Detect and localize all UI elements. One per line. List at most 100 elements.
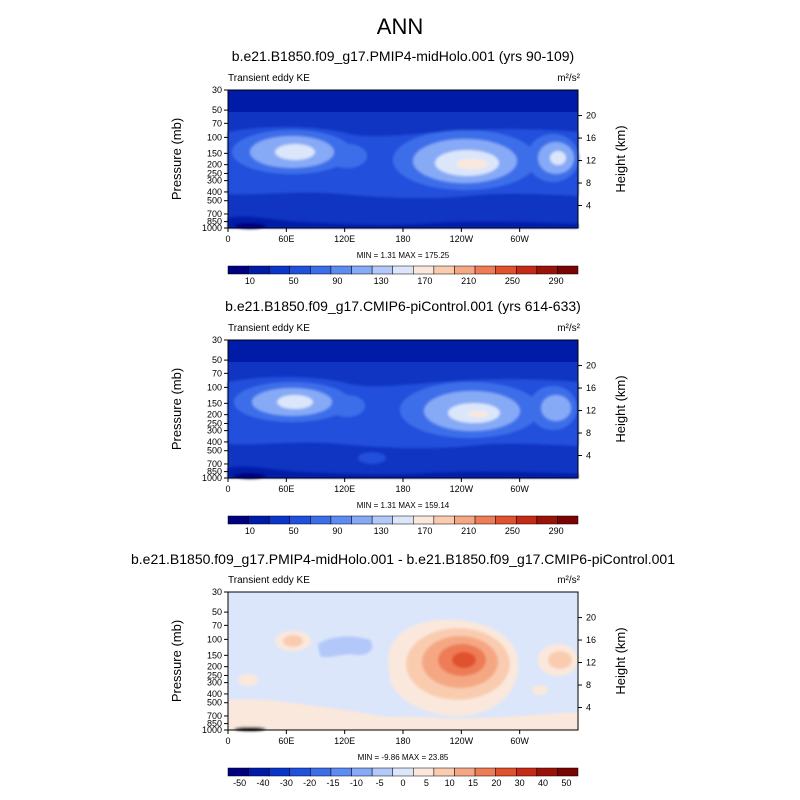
colorbar-label: 10 [445,778,455,788]
x-tick-label: 120E [334,234,355,244]
colorbar-box [474,767,496,777]
y-tick-label: 200 [207,662,222,672]
panel-3-title: b.e21.B1850.f09_g17.PMIP4-midHolo.001 - … [131,551,675,567]
y-right-tick-label: 8 [586,680,591,690]
panel-1-variable-label: Transient eddy KE [228,73,310,84]
colorbar-box [557,515,579,525]
y-tick-label: 850 [207,467,222,477]
y-tick-label: 200 [207,410,222,420]
colorbar-box [227,767,249,777]
y-tick-label: 200 [207,160,222,170]
y-tick-label: 850 [207,719,222,729]
colorbar-box [330,515,352,525]
panel-2-variable-label: Transient eddy KE [228,323,310,334]
y-tick-label: 500 [207,196,222,206]
y-right-tick-label: 12 [586,406,596,416]
colorbar-box [371,265,393,275]
panel-2-field [228,340,578,479]
colorbar-label: 170 [417,276,432,286]
colorbar-label: 15 [468,778,478,788]
colorbar-label: 10 [245,526,255,536]
colorbar-label: 170 [417,526,432,536]
x-tick-label: 0 [225,484,230,494]
panel-3-field [228,592,578,731]
colorbar-box [248,265,270,275]
y-right-tick-label: 20 [586,613,596,623]
y-tick-label: 30 [212,587,222,597]
y-right-tick-label: 20 [586,111,596,121]
colorbar-label: -20 [303,778,316,788]
colorbar-box [536,515,558,525]
x-tick-label: 0 [225,736,230,746]
colorbar-box [392,265,414,275]
y-tick-label: 150 [207,398,222,408]
y-right-tick-label: 16 [586,133,596,143]
x-tick-label: 0 [225,234,230,244]
panel-3-variable-label: Transient eddy KE [228,575,310,586]
panel-2: b.e21.B1850.f09_g17.CMIP6-piControl.001 … [169,298,628,536]
colorbar-label: -5 [376,778,384,788]
y-tick-label: 1000 [202,223,222,233]
panel-1-stats: MIN = 1.31 MAX = 175.25 [357,251,450,260]
colorbar-box [248,515,270,525]
colorbar-box [536,265,558,275]
colorbar-box [454,515,476,525]
x-tick-label: 180 [395,484,410,494]
panel-1-ylabel: Pressure (mb) [169,118,184,200]
panel-2-stats: MIN = 1.31 MAX = 159.14 [357,501,450,510]
panel-1-colorbar: 10 50 90 130 170 210 250 290 [227,265,579,286]
colorbar-box [268,265,291,275]
colorbar-box [515,767,538,777]
panel-1: b.e21.B1850.f09_g17.PMIP4-midHolo.001 (y… [169,48,628,286]
colorbar-label: 5 [424,778,429,788]
x-tick-label: 60E [278,484,294,494]
colorbar-label: 10 [245,276,255,286]
colorbar-box [248,767,270,777]
y-tick-label: 150 [207,650,222,660]
y-tick-label: 1000 [202,473,222,483]
panel-3-ylabel: Pressure (mb) [169,620,184,702]
colorbar-box [433,515,455,525]
colorbar-box [310,515,332,525]
figure-title: ANN [376,14,424,39]
y-tick-label: 250 [207,168,222,178]
colorbar-box [289,265,311,275]
colorbar-box [268,767,291,777]
colorbar-label: -30 [280,778,293,788]
y-tick-label: 50 [212,355,222,365]
y-tick-label: 400 [207,187,222,197]
x-tick-label: 120E [334,736,355,746]
colorbar-box [371,767,393,777]
y-right-tick-label: 12 [586,658,596,668]
colorbar-box [557,767,579,777]
panel-3-colorbar: -50 -40 -30 -20 -15 -10 -5 0 5 10 15 20 30 40 50 [227,767,579,788]
colorbar-box [495,265,517,275]
y-tick-label: 500 [207,698,222,708]
x-tick-label: 60W [510,234,529,244]
colorbar-box [351,767,373,777]
colorbar-label: -50 [233,778,246,788]
colorbar-box [515,265,538,275]
colorbar-label: 0 [400,778,405,788]
colorbar-label: -10 [350,778,363,788]
y-right-tick-label: 16 [586,383,596,393]
x-tick-label: 120W [450,736,474,746]
colorbar-box [495,515,517,525]
y-tick-label: 700 [207,711,222,721]
colorbar-label: 210 [461,526,476,536]
colorbar-box [474,515,496,525]
colorbar-box [515,515,538,525]
colorbar-box [310,767,332,777]
colorbar-label: 290 [549,526,564,536]
y-tick-label: 70 [212,620,222,630]
colorbar-box [330,265,352,275]
y-right-tick-label: 4 [586,451,591,461]
x-tick-label: 60E [278,234,294,244]
panel-1-title: b.e21.B1850.f09_g17.PMIP4-midHolo.001 (y… [232,48,574,64]
y-tick-label: 30 [212,85,222,95]
panel-3-units-label: m²/s² [557,575,580,586]
colorbar-box [433,767,455,777]
colorbar-box [227,515,249,525]
panel-1-ylabel-right: Height (km) [613,125,628,192]
